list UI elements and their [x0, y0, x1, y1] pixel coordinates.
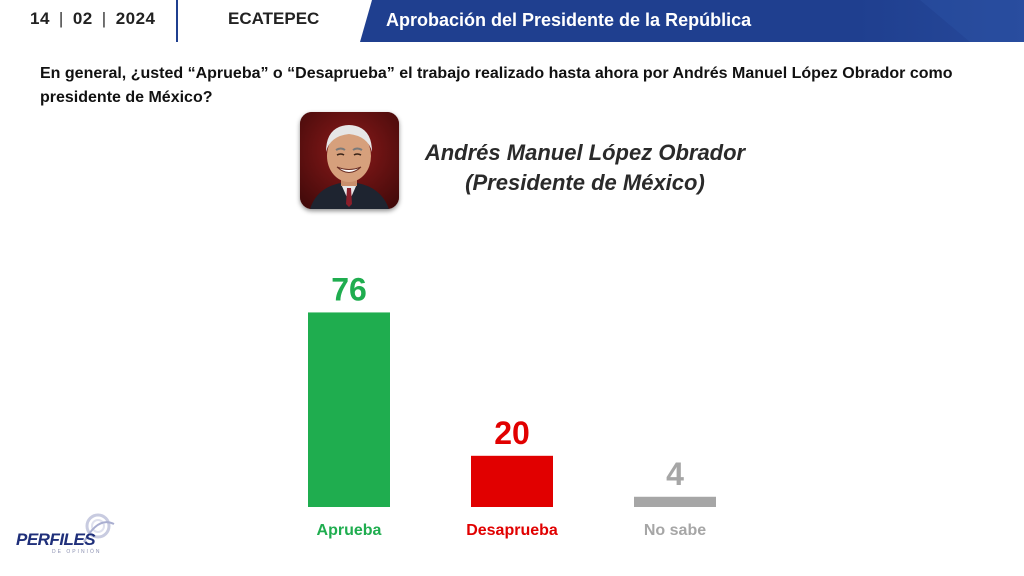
logo-tagline: DE OPINIÓN: [52, 549, 102, 555]
location-label: ECATEPEC: [228, 9, 320, 28]
bar-aprueba: [308, 312, 390, 507]
value-label-no-sabe: 4: [666, 456, 684, 492]
logo-name: PERFILES: [16, 530, 96, 549]
president-photo: [300, 112, 399, 209]
title-banner: Aprobación del Presidente de la Repúblic…: [360, 0, 1024, 42]
bar-desaprueba: [471, 455, 553, 507]
date-year: 2024: [115, 9, 156, 28]
date-separator: |: [101, 9, 107, 28]
person-name: Andrés Manuel López Obrador: [424, 140, 746, 165]
header-bar: 14 | 02 | 2024 ECATEPEC Aprobación del Presi…: [0, 0, 1024, 42]
date-separator: |: [58, 9, 64, 28]
survey-question: En general, ¿usted “Aprueba” o “Desaprue…: [40, 65, 953, 106]
date-month: 02: [72, 9, 93, 28]
value-label-desaprueba: 20: [494, 415, 530, 451]
value-label-aprueba: 76: [331, 271, 367, 307]
header-divider: [176, 0, 178, 42]
category-label-aprueba: Aprueba: [317, 522, 382, 539]
perfiles-logo: PERFILES DE OPINIÓN: [14, 512, 124, 556]
date-day: 14: [30, 9, 50, 28]
date: 14 | 02 | 2024: [30, 9, 156, 29]
page-title: Aprobación del Presidente de la Repúblic…: [386, 10, 752, 30]
bar-no-sabe: [634, 496, 716, 507]
category-label-desaprueba: Desaprueba: [466, 522, 558, 539]
logo-swirl-icon: [83, 513, 115, 543]
banner-background: [360, 0, 1024, 42]
person-role: (Presidente de México): [465, 170, 705, 195]
category-label-no-sabe: No sabe: [644, 522, 706, 539]
